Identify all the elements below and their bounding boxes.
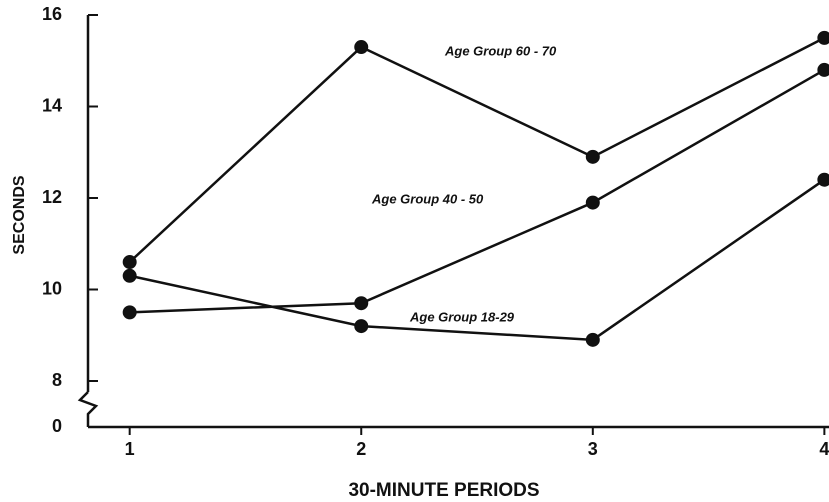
series-label: Age Group 40 - 50 [371,191,484,206]
x-axis-label: 30-MINUTE PERIODS [348,480,539,501]
data-point [122,255,137,270]
data-point [817,172,829,187]
series-line [128,36,825,263]
data-point [585,149,600,164]
x-tick-label: 2 [356,439,366,459]
data-point [354,296,369,311]
y-tick-label: 8 [52,370,62,390]
data-point [585,332,600,347]
x-tick-label: 3 [588,439,598,459]
y-tick-label: 10 [42,278,62,298]
series-line [129,178,826,342]
y-tick-label: 16 [42,4,62,24]
data-point [585,195,600,210]
series-label: Age Group 60 - 70 [444,43,557,58]
y-tick-label: 0 [52,416,62,436]
x-tick-label: 1 [125,439,135,459]
data-point [817,30,829,45]
data-point [354,319,369,334]
y-axis-label: SECONDS [11,175,28,254]
data-point [122,305,137,320]
data-point [817,62,829,77]
series-line [129,68,825,314]
data-point [354,40,369,55]
x-tick-label: 4 [819,439,829,459]
data-point [122,268,137,283]
y-tick-label: 14 [42,95,62,115]
series-label: Age Group 18-29 [409,309,515,324]
y-tick-label: 12 [42,187,62,207]
axis-break [77,391,99,427]
